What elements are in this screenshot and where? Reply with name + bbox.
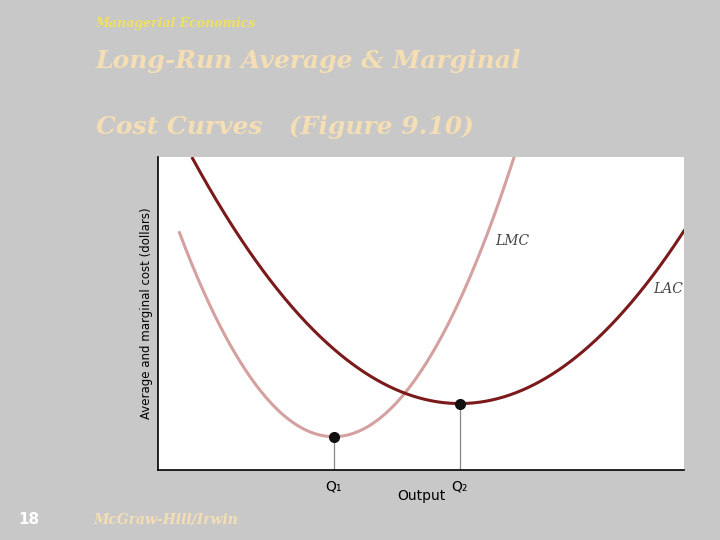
Text: Q₂: Q₂: [451, 480, 468, 494]
Y-axis label: Average and marginal cost (dollars): Average and marginal cost (dollars): [140, 207, 153, 419]
Text: LAC: LAC: [653, 282, 683, 296]
Text: Long-Run Average & Marginal: Long-Run Average & Marginal: [96, 49, 521, 73]
X-axis label: Output: Output: [397, 489, 446, 503]
Text: Cost Curves   (Figure 9.10): Cost Curves (Figure 9.10): [96, 115, 474, 139]
Text: McGraw-Hill/Irwin: McGraw-Hill/Irwin: [94, 513, 238, 526]
Text: 18: 18: [18, 512, 39, 527]
Text: LMC: LMC: [495, 234, 529, 248]
Text: Managerial Economics: Managerial Economics: [96, 17, 256, 30]
Text: Q₁: Q₁: [325, 480, 342, 494]
